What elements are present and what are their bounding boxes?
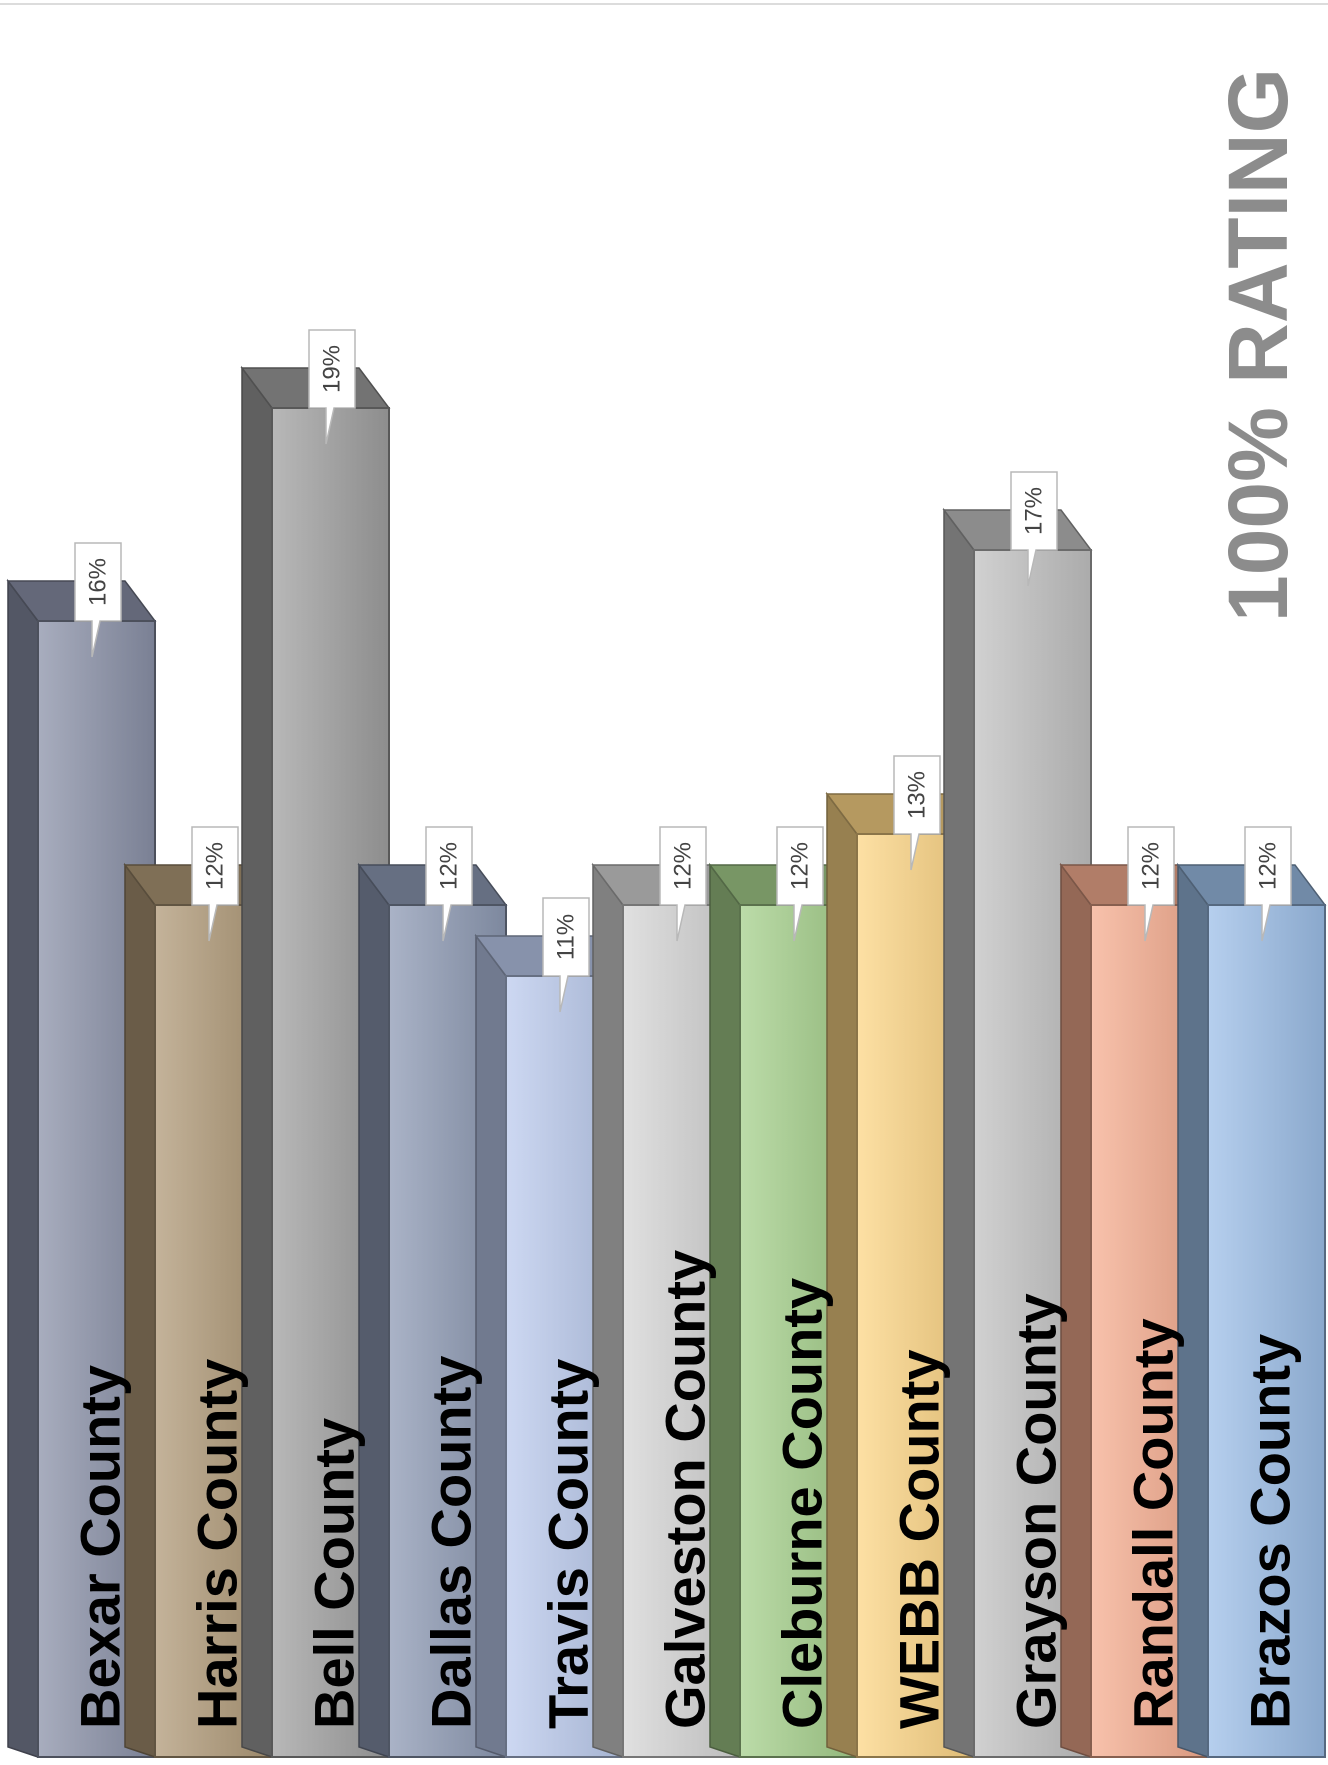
data-label-text: 13%: [904, 771, 931, 819]
data-label-text: 16%: [85, 558, 112, 606]
category-label: Travis County: [537, 1359, 600, 1729]
category-label: Randall County: [1122, 1318, 1185, 1729]
data-label: 12%: [1244, 826, 1292, 942]
data-label-text: 12%: [202, 842, 229, 890]
bar-front-face: [1207, 904, 1326, 1758]
data-label-text: 11%: [553, 914, 580, 960]
bars-group: [6, 365, 1327, 1759]
data-label-text: 12%: [670, 842, 697, 890]
category-label: Bell County: [303, 1418, 366, 1729]
data-label: 11%: [542, 897, 590, 1013]
data-label: 12%: [425, 826, 473, 942]
data-label-text: 19%: [319, 345, 346, 393]
category-label: Grayson County: [1005, 1293, 1068, 1729]
category-label: Brazos County: [1239, 1334, 1302, 1729]
data-labels-group: 16% 12% 19% 12% 11% 12% 12% 13% 17% 12% 12%: [74, 329, 1292, 1013]
data-label: 19%: [308, 329, 356, 445]
data-label-text: 12%: [787, 842, 814, 890]
category-label: Dallas County: [420, 1356, 483, 1729]
bar-11: [1176, 862, 1327, 1759]
top-divider: [0, 3, 1328, 5]
data-label: 13%: [893, 755, 941, 871]
data-label-text: 12%: [1255, 842, 1282, 890]
data-label: 12%: [191, 826, 239, 942]
data-label: 12%: [1127, 826, 1175, 942]
category-label: Galveston County: [654, 1250, 717, 1729]
category-labels-group: Bexar County Harris County Bell County Dall…: [69, 1250, 1302, 1729]
data-label-text: 17%: [1021, 487, 1048, 535]
category-label: WEBB County: [888, 1349, 951, 1729]
data-label: 17%: [1010, 471, 1058, 587]
category-label: Bexar County: [69, 1365, 132, 1729]
chart-title: 100% RATING: [1211, 68, 1305, 622]
category-label: Harris County: [186, 1359, 249, 1729]
data-label: 12%: [776, 826, 824, 942]
data-label: 12%: [659, 826, 707, 942]
data-label-text: 12%: [1138, 842, 1165, 890]
bar-side-face: [7, 578, 39, 1759]
category-label: Cleburne County: [771, 1278, 834, 1729]
data-label-text: 12%: [436, 842, 463, 890]
data-label: 16%: [74, 542, 122, 658]
